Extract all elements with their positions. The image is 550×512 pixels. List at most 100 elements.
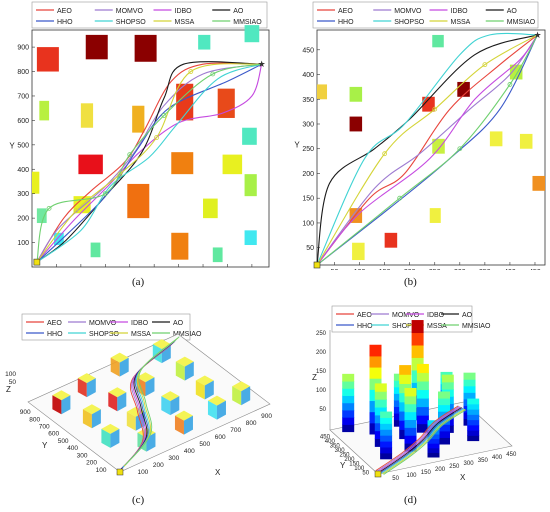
a-series-mmsiao bbox=[36, 63, 262, 263]
c-xtick-label-600: 600 bbox=[215, 434, 226, 441]
c-legend-label-hho: HHO bbox=[47, 331, 63, 338]
b-marker-mmsiao-0 bbox=[397, 195, 403, 201]
c-block-left-0 bbox=[52, 395, 62, 415]
c-block-top-3 bbox=[152, 339, 171, 350]
c-ytick-label-600: 600 bbox=[48, 431, 59, 438]
c-legend-label-shopso: SHOPSO bbox=[89, 331, 120, 338]
a-obstacle-17 bbox=[203, 198, 218, 219]
b-obstacle-1 bbox=[349, 86, 363, 102]
d-legend-label-aeo: AEO bbox=[357, 312, 372, 319]
a-obstacle-2 bbox=[134, 34, 157, 62]
d-ytick-label-250: 250 bbox=[339, 453, 350, 459]
c-block-top-11 bbox=[195, 375, 214, 386]
b-ytick-label-300: 300 bbox=[302, 122, 314, 129]
a-ytick-label-900: 900 bbox=[17, 45, 29, 52]
c-block-left-11 bbox=[195, 380, 205, 400]
d-bar-13-seg-6 bbox=[467, 403, 480, 410]
c-ytick-label-800: 800 bbox=[29, 416, 40, 423]
d-ytick-label-450: 450 bbox=[320, 435, 331, 441]
a-marker-mssa-0 bbox=[73, 208, 79, 214]
b-plot-area bbox=[316, 29, 546, 266]
b-obstacle-14 bbox=[352, 242, 365, 261]
b-legend-box bbox=[312, 1, 539, 29]
d-xtick-label-400: 400 bbox=[492, 455, 503, 461]
a-obstacle-0 bbox=[36, 47, 59, 72]
b-ytick-label-450: 450 bbox=[302, 47, 314, 54]
b-legend-label-idbo: IDBO bbox=[451, 8, 469, 15]
d-bar-9-seg-7 bbox=[463, 372, 476, 380]
d-bar-1-seg-5 bbox=[369, 367, 382, 379]
b-obstacle-3 bbox=[432, 34, 444, 48]
d-bar-0-seg-2 bbox=[342, 409, 355, 418]
c-ytick-label-100: 100 bbox=[96, 467, 107, 474]
c-block-top-5 bbox=[108, 387, 127, 398]
c-block-left-2 bbox=[110, 357, 120, 377]
d-bar-1-seg-7 bbox=[369, 344, 382, 357]
b-series-idbo bbox=[316, 34, 538, 266]
a-ytick-label-600: 600 bbox=[17, 118, 29, 125]
a-series-momvo bbox=[36, 63, 262, 263]
c-ztick-label-50: 50 bbox=[9, 379, 17, 386]
b-obstacle-7 bbox=[432, 138, 445, 154]
d-xtick-label-200: 200 bbox=[435, 467, 446, 473]
a-plot-area bbox=[31, 29, 270, 268]
d-bar-3-seg-7 bbox=[411, 320, 424, 334]
d-bar-10-seg-1 bbox=[380, 446, 393, 454]
c-xtick-label-500: 500 bbox=[199, 441, 210, 448]
a-legend-label-hho: HHO bbox=[57, 19, 73, 26]
d-bar-13-seg-2 bbox=[467, 424, 480, 431]
c-ytick-label-300: 300 bbox=[77, 452, 88, 459]
c-ytick-label-700: 700 bbox=[39, 423, 50, 430]
chart-panel-b: AEO MOMVO IDBO AO HHO SHOPSO MSSA MMSIAO ★ 50 100 1… bbox=[294, 1, 546, 270]
c-block-left-7 bbox=[175, 361, 185, 381]
d-bar-11-seg-1 bbox=[404, 435, 417, 444]
d-ytick-label-200: 200 bbox=[344, 457, 355, 463]
d-start-marker bbox=[374, 470, 382, 478]
d-series-mmsiao bbox=[383, 409, 467, 475]
a-obstacle-21 bbox=[90, 242, 101, 258]
d-series-ao bbox=[378, 407, 462, 473]
b-obstacle-9 bbox=[519, 133, 533, 149]
b-goal-marker: ★ bbox=[533, 30, 541, 40]
c-legend-label-idbo: IDBO bbox=[131, 320, 149, 327]
a-ytick-label-400: 400 bbox=[17, 167, 29, 174]
c-zlabel: Z bbox=[6, 385, 11, 394]
a-obstacle-8 bbox=[176, 83, 194, 121]
b-legend-label-mssa: MSSA bbox=[451, 19, 471, 26]
a-obstacle-3 bbox=[244, 25, 260, 43]
b-obstacle-8 bbox=[489, 131, 503, 147]
d-series-shopso bbox=[381, 408, 465, 474]
c-legend-box bbox=[21, 313, 191, 341]
d-bar-1-seg-6 bbox=[369, 355, 382, 368]
b-legend-label-momvo: MOMVO bbox=[394, 8, 422, 15]
d-bar-11-seg-4 bbox=[404, 411, 417, 420]
d-bar-10-seg-5 bbox=[380, 423, 393, 430]
d-bar-0-seg-4 bbox=[342, 395, 355, 404]
d-ylabel: Y bbox=[340, 461, 346, 470]
d-ytick-label-100: 100 bbox=[354, 466, 365, 472]
c-block-right-10 bbox=[170, 396, 180, 416]
d-bar-14-seg-2 bbox=[427, 443, 440, 449]
c-block-top-13 bbox=[174, 410, 193, 421]
b-ytick-label-250: 250 bbox=[302, 146, 314, 153]
a-legend-label-ao: AO bbox=[233, 8, 244, 15]
c-block-right-15 bbox=[241, 386, 251, 406]
c-xtick-label-400: 400 bbox=[184, 448, 195, 455]
c-block-top-7 bbox=[175, 356, 194, 367]
b-legend-label-aeo: AEO bbox=[338, 8, 353, 15]
d-bar-11-seg-2 bbox=[404, 427, 417, 436]
d-bar-8-seg-6 bbox=[441, 381, 454, 390]
d-bar-7-seg-4 bbox=[416, 389, 429, 399]
b-obstacle-2 bbox=[349, 116, 363, 132]
c-block-right-0 bbox=[61, 395, 71, 415]
d-bar-5-seg-4 bbox=[374, 407, 387, 416]
a-legend-label-mmsiao: MMSIAO bbox=[233, 19, 262, 26]
b-ytick-label-350: 350 bbox=[302, 97, 314, 104]
d-xlabel: X bbox=[460, 473, 466, 482]
a-ytick-label-200: 200 bbox=[17, 216, 29, 223]
c-block-top-14 bbox=[207, 395, 226, 406]
b-xtick-label-350: 350 bbox=[479, 269, 491, 270]
c-block-left-5 bbox=[108, 392, 118, 412]
b-legend-label-mmsiao: MMSIAO bbox=[507, 19, 536, 26]
